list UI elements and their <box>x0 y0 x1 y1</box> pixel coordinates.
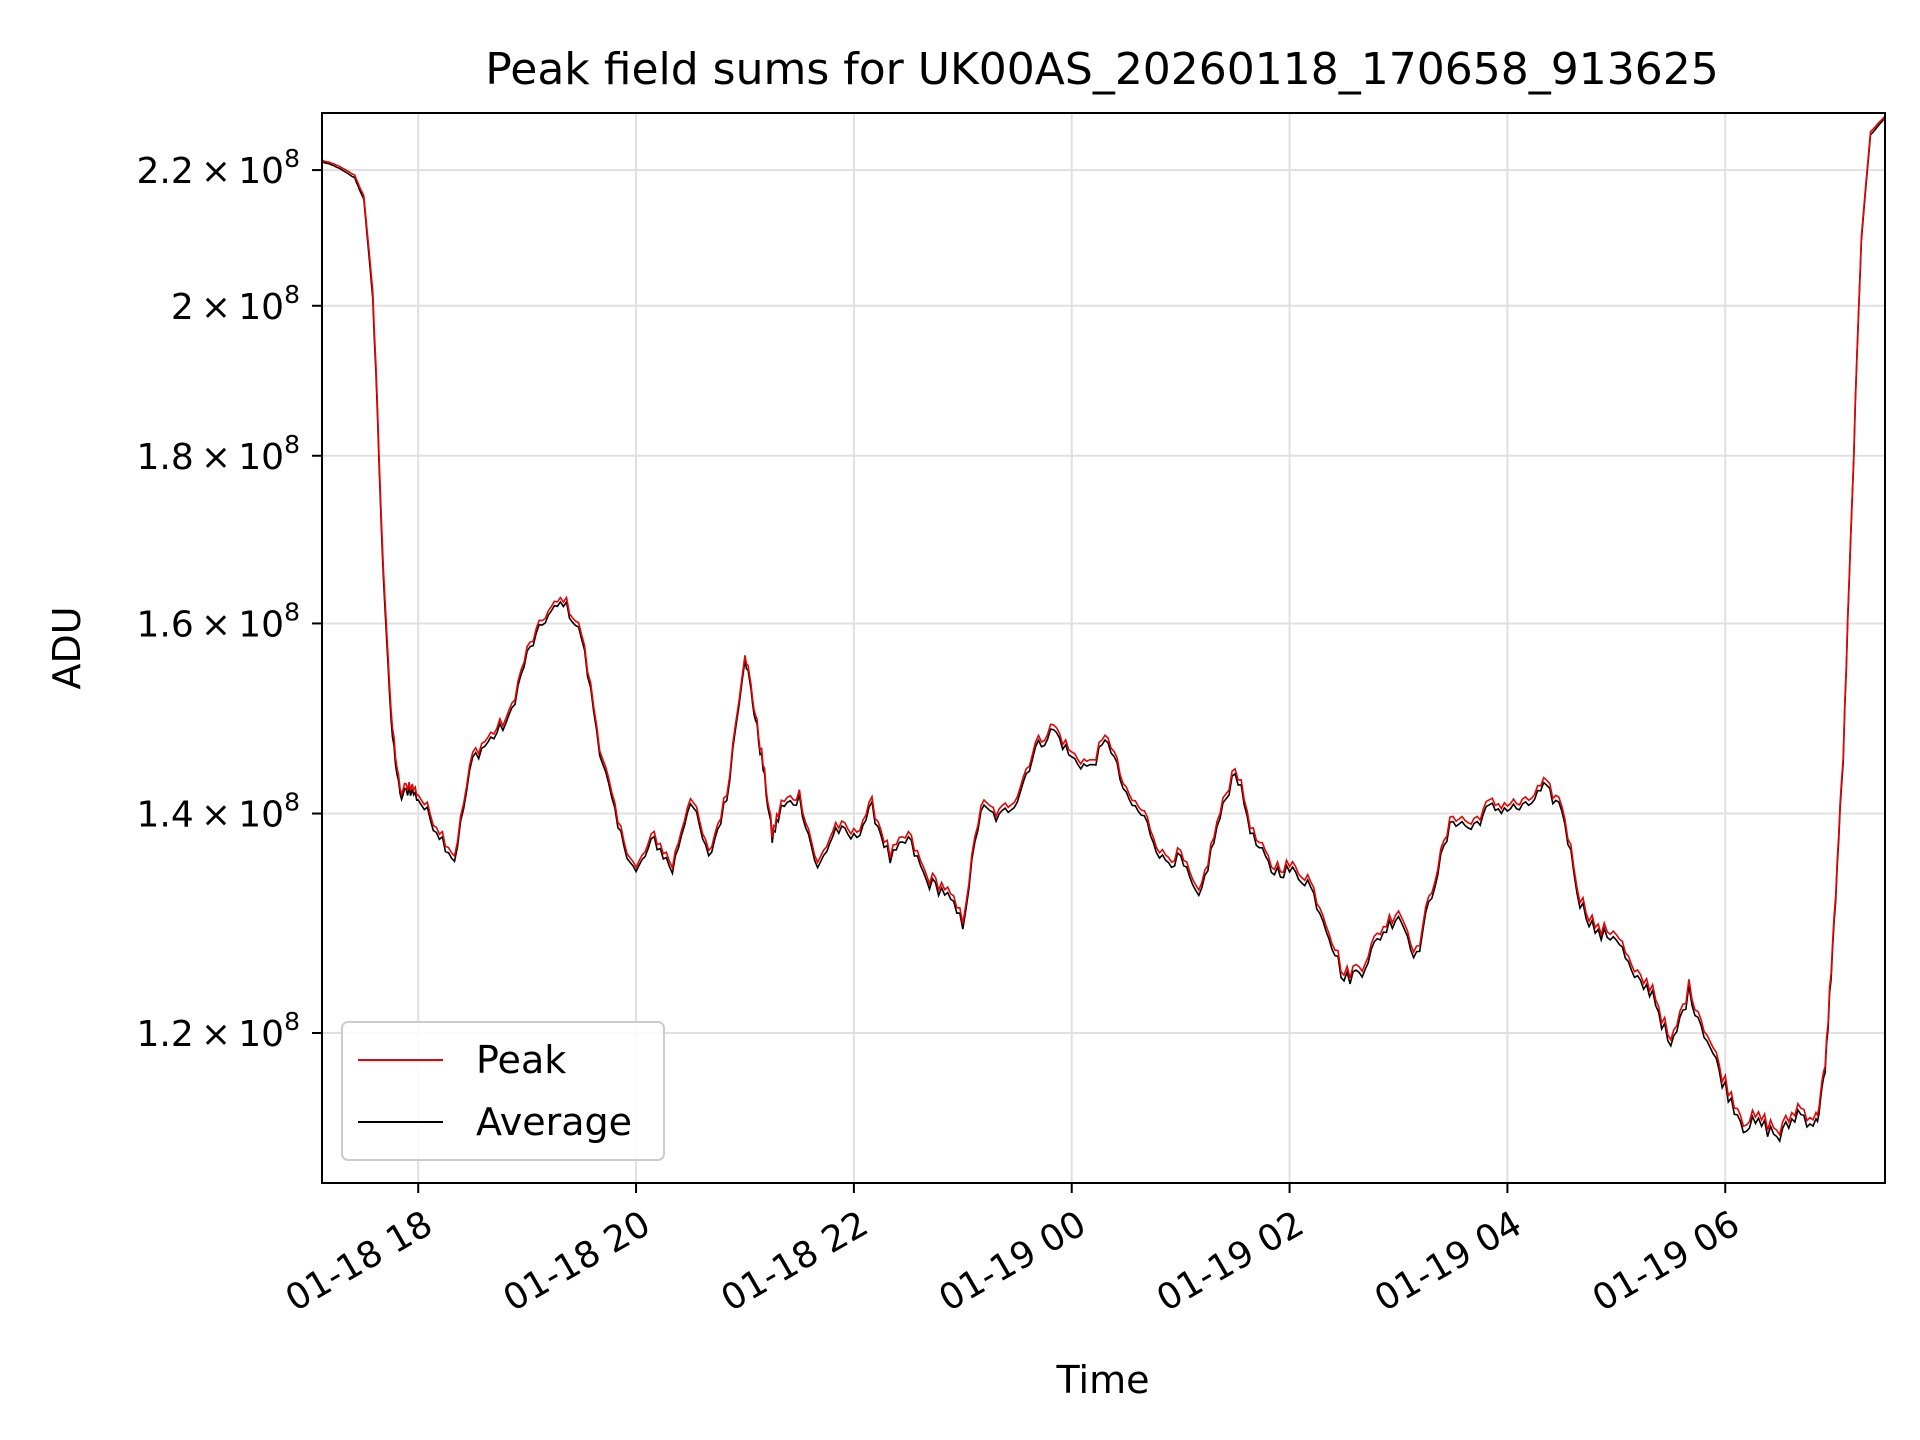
series-line-average <box>322 117 1885 1144</box>
legend-label-average: Average <box>476 1100 632 1144</box>
y-tick-label: 1.4 × 108 <box>136 788 300 836</box>
y-axis-label: ADU <box>45 606 89 689</box>
y-tick-label: 1.8 × 108 <box>136 430 300 478</box>
legend-label-peak: Peak <box>476 1038 566 1082</box>
y-tick-label: 1.2 × 108 <box>136 1007 300 1055</box>
series-line-peak <box>322 115 1885 1137</box>
grid-lines <box>322 113 1885 1183</box>
y-axis: 1.2 × 108 1.4 × 108 1.6 × 108 1.8 × 108 2 × … <box>136 144 322 1055</box>
y-tick-label: 2.2 × 108 <box>136 144 300 192</box>
legend: Peak Average <box>341 1021 665 1161</box>
y-tick-label: 2 × 108 <box>171 280 300 328</box>
series-layer <box>322 115 1885 1144</box>
chart-title: Peak field sums for UK00AS_20260118_1706… <box>485 44 1718 95</box>
legend-box <box>341 1021 665 1161</box>
y-tick-label: 1.6 × 108 <box>136 597 300 645</box>
x-axis-label: Time <box>1056 1358 1150 1402</box>
plot-frame <box>321 112 1886 1184</box>
